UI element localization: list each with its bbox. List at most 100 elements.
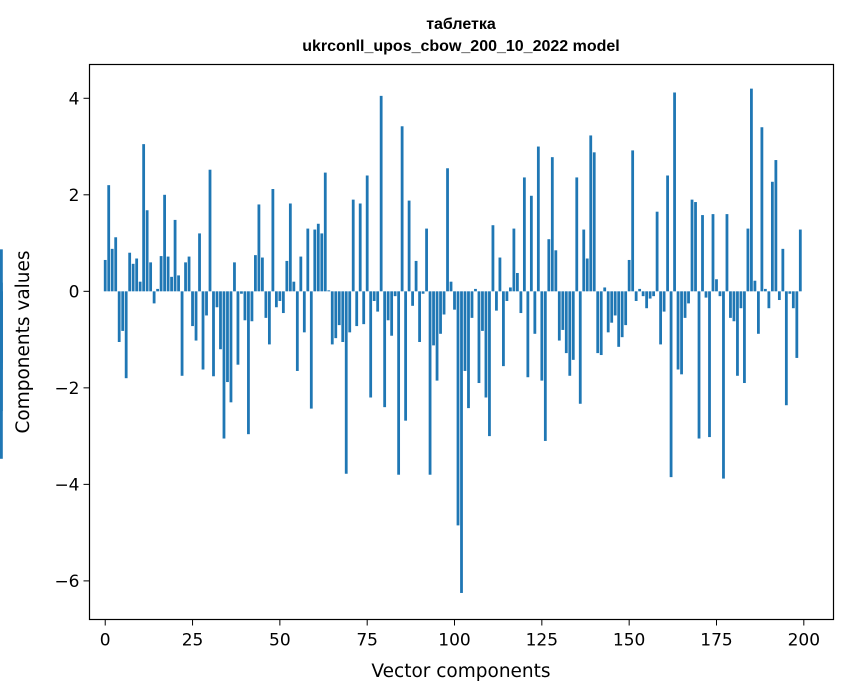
- bar: [184, 262, 187, 292]
- bar: [285, 260, 289, 292]
- bar: [456, 291, 460, 526]
- x-tick-label: 100: [438, 631, 470, 651]
- bar: [715, 279, 718, 292]
- bar: [261, 257, 264, 292]
- bar: [365, 175, 369, 292]
- bar: [470, 291, 474, 318]
- bar: [323, 172, 327, 292]
- bar: [439, 291, 442, 334]
- plot-frame: [88, 63, 835, 621]
- bar: [281, 291, 285, 314]
- bar: [631, 150, 635, 292]
- bar: [156, 288, 160, 292]
- bars-group: [0, 88, 802, 593]
- bar: [543, 291, 547, 441]
- bar: [135, 258, 139, 292]
- bar: [575, 177, 579, 292]
- x-tick-label: 75: [356, 631, 378, 651]
- bar: [519, 291, 523, 314]
- bar: [247, 291, 250, 435]
- bar: [117, 291, 121, 342]
- bar: [536, 146, 540, 292]
- bar: [757, 291, 760, 334]
- bar: [467, 291, 470, 409]
- bar: [400, 126, 404, 292]
- bar: [159, 256, 163, 292]
- bar: [648, 291, 652, 299]
- bar: [442, 291, 446, 315]
- bar: [624, 291, 628, 326]
- bar: [421, 291, 425, 294]
- bar: [330, 291, 334, 345]
- bar: [578, 291, 582, 404]
- x-axis-label: Vector components: [371, 661, 550, 682]
- bar: [491, 225, 495, 292]
- bar: [187, 256, 191, 292]
- bar: [198, 233, 201, 292]
- bar: [397, 291, 401, 475]
- bar: [348, 291, 352, 333]
- bar: [131, 263, 135, 292]
- bar: [564, 291, 568, 354]
- bar: [205, 291, 208, 316]
- bar: [673, 92, 676, 292]
- bar: [498, 257, 502, 292]
- bar: [694, 202, 697, 292]
- bar: [736, 291, 739, 376]
- bar: [488, 291, 491, 437]
- bar: [219, 291, 222, 350]
- bar: [571, 291, 575, 360]
- x-tick-label: 125: [526, 631, 558, 651]
- bar: [264, 291, 268, 318]
- bar: [313, 229, 317, 292]
- bar: [212, 291, 215, 377]
- bar: [124, 291, 128, 379]
- bar: [432, 291, 435, 346]
- bar: [743, 291, 746, 384]
- bar: [763, 288, 767, 292]
- bar: [533, 291, 537, 334]
- bar: [617, 291, 621, 347]
- bar: [676, 291, 680, 370]
- x-axis-ticks: 0 25 50 75 100 125 150 175 200: [100, 619, 820, 651]
- x-tick-label: 50: [269, 631, 291, 651]
- bar: [341, 291, 345, 342]
- bar: [659, 291, 662, 345]
- bar: [274, 291, 278, 308]
- bar: [250, 291, 254, 322]
- bar: [718, 291, 722, 297]
- bar: [110, 248, 114, 292]
- bar: [606, 291, 610, 333]
- x-tick-label: 200: [788, 631, 820, 651]
- bar: [540, 291, 544, 381]
- bar: [760, 127, 764, 292]
- bar: [634, 291, 638, 301]
- bar: [229, 291, 233, 403]
- bar: [701, 215, 704, 292]
- bar: [655, 211, 659, 292]
- bar: [414, 260, 418, 292]
- bar: [582, 229, 586, 292]
- bar: [613, 291, 617, 316]
- bar: [495, 291, 498, 311]
- bar: [166, 256, 170, 292]
- bar: [173, 219, 177, 292]
- bar: [334, 291, 338, 339]
- bar: [750, 88, 753, 292]
- bar: [529, 195, 533, 292]
- x-tick-label: 150: [613, 631, 645, 651]
- bar: [770, 181, 774, 292]
- bar: [107, 185, 111, 292]
- bar: [515, 272, 519, 292]
- bar: [620, 291, 624, 338]
- bar: [512, 228, 516, 292]
- bar: [191, 291, 194, 327]
- bar: [208, 169, 212, 292]
- bar: [233, 262, 236, 292]
- bar: [358, 203, 362, 292]
- bar: [292, 281, 296, 292]
- bar: [257, 204, 261, 292]
- bar: [386, 291, 390, 321]
- bar: [114, 237, 118, 292]
